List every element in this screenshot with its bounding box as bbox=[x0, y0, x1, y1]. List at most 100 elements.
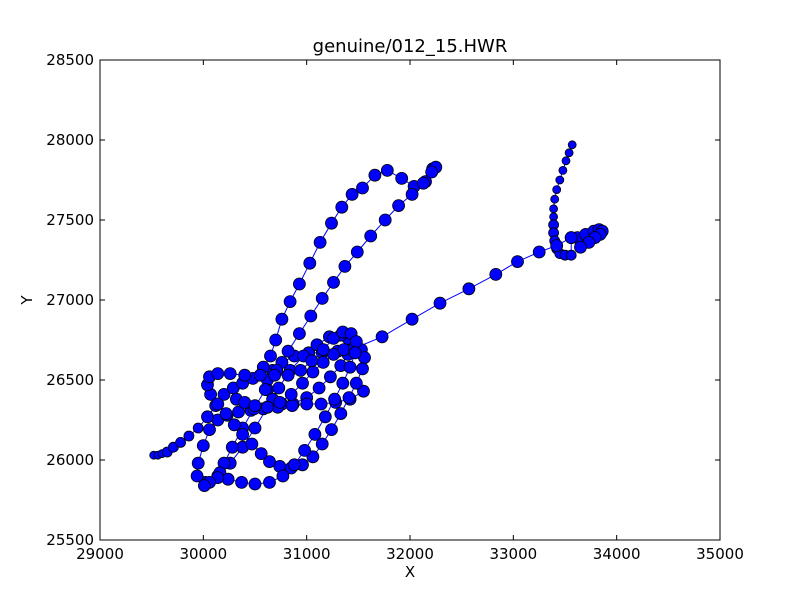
data-point bbox=[364, 229, 378, 243]
data-point bbox=[217, 387, 231, 401]
data-point bbox=[315, 437, 329, 451]
data-point bbox=[315, 291, 329, 305]
data-point bbox=[323, 370, 337, 384]
data-point bbox=[285, 399, 299, 413]
data-point bbox=[395, 171, 409, 185]
y-tick-label: 27500 bbox=[46, 211, 94, 229]
data-point bbox=[489, 267, 503, 281]
data-point bbox=[306, 365, 320, 379]
data-point bbox=[558, 165, 568, 175]
data-point bbox=[327, 347, 340, 361]
data-point bbox=[325, 216, 338, 230]
data-point bbox=[248, 421, 262, 435]
data-point bbox=[296, 376, 309, 390]
data-point bbox=[254, 447, 268, 461]
data-point bbox=[567, 140, 577, 150]
data-point bbox=[380, 163, 394, 177]
data-point bbox=[308, 427, 322, 441]
data-point bbox=[343, 360, 357, 374]
data-point bbox=[248, 399, 262, 413]
data-point bbox=[312, 381, 326, 395]
data-point bbox=[258, 383, 272, 397]
data-point bbox=[327, 275, 340, 289]
data-point bbox=[304, 309, 318, 323]
data-point bbox=[561, 156, 571, 166]
data-point bbox=[223, 367, 237, 381]
data-point bbox=[314, 397, 328, 411]
data-point bbox=[263, 475, 276, 489]
x-tick-label: 33000 bbox=[489, 545, 537, 563]
data-point bbox=[345, 187, 359, 201]
data-point bbox=[235, 475, 249, 489]
data-point bbox=[253, 368, 267, 382]
stroke-series-3 bbox=[197, 325, 371, 493]
data-point bbox=[336, 376, 350, 390]
data-point bbox=[511, 255, 524, 269]
y-tick-label: 27000 bbox=[46, 291, 94, 309]
data-point bbox=[325, 423, 338, 437]
data-point bbox=[201, 410, 214, 424]
data-point bbox=[356, 362, 369, 376]
data-point bbox=[225, 440, 239, 454]
data-point bbox=[338, 259, 352, 273]
data-point bbox=[327, 331, 340, 345]
data-point bbox=[303, 256, 317, 270]
data-point bbox=[300, 397, 314, 411]
ticks-layer: 29000 30000 31000 32000 33000 34000 35000 25500… bbox=[46, 51, 744, 563]
x-tick-label: 34000 bbox=[593, 545, 641, 563]
data-point bbox=[191, 456, 205, 470]
y-axis-label: Y bbox=[18, 295, 36, 306]
data-point bbox=[318, 410, 332, 424]
data-point bbox=[552, 185, 562, 195]
data-point bbox=[292, 327, 306, 341]
y-tick-label: 26500 bbox=[46, 371, 94, 389]
data-point bbox=[183, 430, 195, 442]
data-point bbox=[392, 199, 406, 213]
data-point bbox=[405, 312, 419, 326]
data-point bbox=[564, 148, 574, 158]
data-point bbox=[313, 235, 327, 249]
data-point bbox=[260, 400, 274, 414]
data-point bbox=[196, 439, 210, 453]
data-point bbox=[269, 333, 283, 347]
data-point bbox=[316, 355, 330, 369]
data-point bbox=[268, 368, 282, 382]
data-point bbox=[334, 407, 348, 421]
data-point bbox=[350, 245, 364, 259]
data-point bbox=[433, 296, 447, 310]
data-point bbox=[375, 330, 389, 344]
data-point bbox=[283, 295, 297, 309]
data-point bbox=[287, 458, 301, 472]
data-point bbox=[405, 187, 419, 201]
x-tick-label: 35000 bbox=[696, 545, 744, 563]
data-point bbox=[272, 381, 286, 395]
series-layer bbox=[149, 140, 609, 493]
data-point bbox=[316, 343, 330, 357]
data-point bbox=[349, 376, 363, 390]
data-point bbox=[245, 437, 259, 451]
data-point bbox=[294, 363, 307, 377]
data-point bbox=[211, 397, 225, 411]
data-point bbox=[550, 194, 560, 204]
x-tick-label: 31000 bbox=[283, 545, 331, 563]
data-point bbox=[368, 168, 382, 182]
data-point bbox=[564, 231, 578, 245]
y-tick-label: 28500 bbox=[46, 51, 94, 69]
data-point bbox=[328, 392, 342, 406]
data-point bbox=[378, 213, 392, 227]
data-point bbox=[416, 176, 430, 190]
data-point bbox=[190, 469, 204, 483]
data-point bbox=[175, 436, 187, 448]
chart-title: genuine/012_15.HWR bbox=[313, 36, 508, 57]
data-point bbox=[211, 367, 225, 381]
data-point bbox=[273, 395, 287, 409]
x-tick-label: 30000 bbox=[179, 545, 227, 563]
data-point bbox=[305, 354, 319, 368]
data-point bbox=[232, 405, 245, 419]
data-point bbox=[227, 418, 241, 432]
data-point bbox=[342, 391, 356, 405]
x-tick-label: 29000 bbox=[76, 545, 124, 563]
data-point bbox=[292, 277, 306, 291]
